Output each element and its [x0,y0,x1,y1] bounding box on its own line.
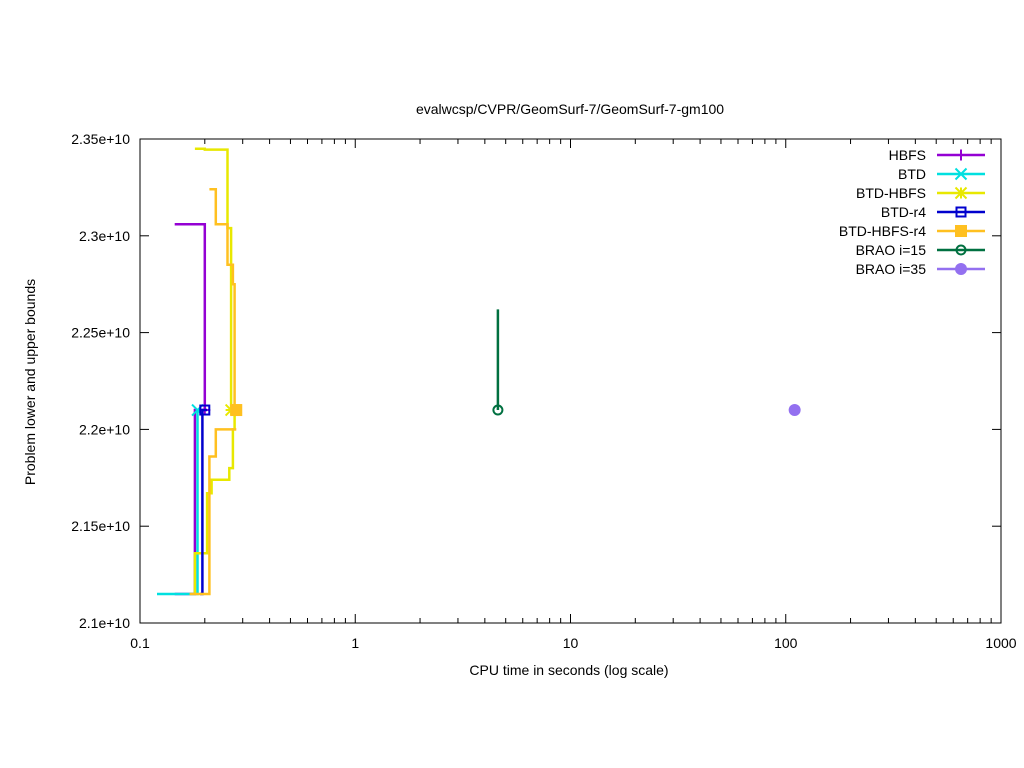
legend-entry: BTD-HBFS-r4 [839,223,985,239]
legend-entry: BRAO i=35 [856,261,985,277]
legend-marker [955,206,967,218]
legend-marker [955,244,967,256]
plot-series [157,147,801,596]
legend-label: HBFS [889,147,926,163]
legend-label: BTD-r4 [881,204,926,220]
legend-entry: BRAO i=15 [856,242,985,258]
legend-marker [954,186,968,200]
y-tick-label: 2.2e+10 [79,421,130,437]
y-tick-label: 2.3e+10 [79,228,130,244]
x-tick-label: 1000 [985,635,1016,651]
legend-label: BTD [898,166,926,182]
series-brao-i-35 [788,404,801,417]
series-upper-line [209,188,238,412]
series-upper-line [174,222,207,410]
axis-ticks: 0.1 1 10 100 1000 2.1e+10 2.15e+10 2.2e+10 2.25e… [71,131,1017,651]
series-final-point [788,404,801,417]
legend-label: BTD-HBFS-r4 [839,223,926,239]
legend-marker [954,167,968,181]
y-axis-label: Problem lower and upper bounds [22,279,38,485]
series-final-point [492,404,504,416]
legend-entry: BTD-r4 [881,204,985,220]
x-tick-label: 10 [563,635,579,651]
y-tick-label: 2.15e+10 [71,518,130,534]
series-final-point [199,404,211,416]
series-upper-line [194,147,235,412]
y-tick-label: 2.35e+10 [71,131,130,147]
legend-entry: BTD-HBFS [856,185,985,201]
series-final-point [230,404,243,417]
legend-marker [955,263,967,275]
series-btd-hbfs-r4 [189,188,243,596]
x-tick-label: 1 [351,635,359,651]
legend-label: BRAO i=35 [856,261,927,277]
x-tick-label: 100 [774,635,798,651]
legend: HBFS BTD BTD-HBFS BTD-r4 BTD-HBFS-r4 BRAO i=1… [839,147,985,277]
plot-frame [139,138,1002,624]
y-tick-label: 2.25e+10 [71,325,130,341]
series-brao-i-15 [492,309,504,416]
x-axis-label: CPU time in seconds (log scale) [469,662,668,678]
legend-entry: HBFS [889,147,985,163]
legend-marker [955,225,967,237]
x-tick-label: 0.1 [130,635,150,651]
legend-label: BRAO i=15 [856,242,927,258]
series-lower-line [189,428,237,596]
legend-marker [955,149,967,161]
legend-entry: BTD [898,166,985,182]
y-tick-label: 2.1e+10 [79,615,130,631]
legend-label: BTD-HBFS [856,185,926,201]
chart-title: evalwcsp/CVPR/GeomSurf-7/GeomSurf-7-gm10… [416,101,724,117]
